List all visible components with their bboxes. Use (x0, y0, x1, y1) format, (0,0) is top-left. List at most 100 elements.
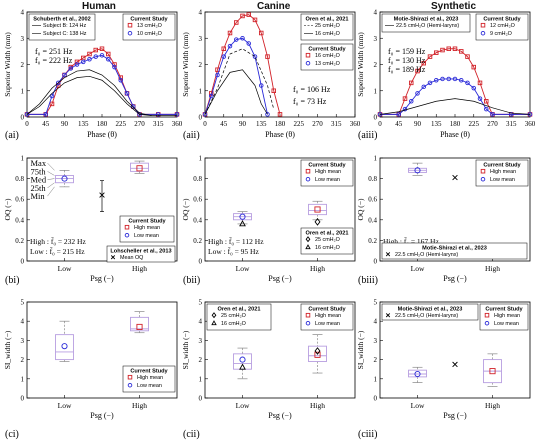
aii-ytick-label: 4 (199, 9, 203, 17)
ai-series-line-3 (26, 75, 177, 117)
ai-annotation: f₀ = 222 Hz (35, 56, 73, 65)
aii-data-point (227, 30, 233, 36)
cii-box-high (308, 345, 327, 362)
biii-legend-title: Current Study (483, 163, 521, 169)
bi-box-anatomy-label: 25th (31, 183, 47, 193)
aii-xtick-label: 0 (203, 120, 207, 128)
bii-legend-title: Current Study (308, 163, 346, 169)
ciii-ytick-label: 2 (374, 356, 378, 364)
ai-xtick-label: 0 (25, 120, 29, 128)
aiii-data-point (427, 54, 433, 59)
ciii-ylabel: SI_width (−) (356, 330, 365, 369)
ciii-xtick-label: Low (411, 401, 425, 410)
ciii-mean-marker (414, 370, 421, 378)
aiii-data-point (465, 80, 470, 86)
ai-data-point (74, 62, 80, 67)
aiii-data-point (440, 76, 445, 82)
ciii-legend-swatch (484, 312, 490, 318)
aii-xtick-label: 315 (331, 120, 342, 128)
bii-xlabel: Psg (−) (268, 274, 292, 283)
ai-legend-swatch (127, 22, 133, 28)
ci-legend-swatch (127, 374, 133, 380)
bi-mean-marker (61, 175, 68, 182)
ci-legend-item-label: Low mean (137, 383, 162, 389)
ci-xlabel: Psg (−) (90, 411, 114, 420)
cii-box-low (233, 353, 252, 370)
ai-data-point (93, 47, 98, 53)
bii-legend-item-label: 25 cmH₂O (315, 237, 340, 243)
bi-xlabel: Psg (−) (90, 274, 114, 283)
aiii-data-point (477, 96, 483, 101)
bi-ylabel: OQ (−) (3, 198, 12, 220)
bii-legend-swatch (305, 168, 311, 174)
aii-xtick-label: 225 (294, 120, 305, 128)
aiii-data-point (477, 80, 483, 86)
bi-ytick-label: 1 (21, 155, 25, 163)
ai-data-point (93, 54, 98, 59)
bi-box-anatomy-leader (47, 163, 55, 171)
ai-data-point (99, 46, 105, 52)
aii-data-point (246, 41, 251, 46)
bii-ytick-label: 0 (199, 258, 203, 266)
aiii-legend-title: Current Study (483, 17, 521, 23)
ci-legend-item-label: High mean (137, 375, 163, 381)
aiii-xlabel: Phase (θ) (440, 130, 470, 139)
cii-legend-title: Current Study (308, 307, 346, 313)
aiii-data-point (471, 85, 477, 91)
biii-legend-box (381, 242, 528, 260)
column-header-canine: Canine (257, 1, 291, 12)
bi-ytick-label: 0.4 (15, 216, 24, 224)
biii-ytick-label: 0.6 (368, 196, 377, 204)
aiii-data-point (409, 98, 414, 104)
aii-ytick-label: 0 (199, 114, 203, 122)
ai-legend-item-label: 13 cmH₂O (137, 23, 162, 29)
bi-box-anatomy-label: 75th (31, 166, 47, 176)
aiii-data-point (446, 46, 452, 52)
ai-data-point (87, 51, 92, 57)
ci-mean-marker (136, 323, 143, 331)
bi-ytick-label: 0.8 (15, 175, 24, 183)
cii-ytick-label: 3 (199, 337, 203, 345)
aii-data-point (202, 112, 208, 117)
ai-data-point (49, 93, 55, 99)
bi-box-anatomy-leader (47, 178, 55, 180)
cii-legend-item-label: High mean (315, 313, 341, 319)
ci-ytick-label: 3 (21, 337, 25, 345)
ci-ytick-label: 4 (21, 318, 25, 326)
biii-xtick-label: High (485, 264, 500, 273)
cii-legend-swatch (211, 312, 217, 319)
ai-xtick-label: 225 (116, 120, 127, 128)
aiii-data-point (471, 64, 477, 70)
ai-ytick-label: 3 (21, 35, 25, 43)
cii-xtick-label: High (310, 401, 325, 410)
aiii-data-point (509, 112, 514, 117)
biii-legend-swatch (480, 176, 486, 182)
ai-panel-label: (ai) (5, 130, 19, 141)
ai-data-point (68, 66, 73, 71)
ci-xtick-label: Low (58, 401, 72, 410)
bii-ytick-label: 0.4 (193, 216, 202, 224)
cii-ytick-label: 2 (199, 356, 203, 364)
ai-data-point (105, 57, 111, 62)
aiii-data-point (446, 76, 452, 82)
ciii-mean-marker (489, 368, 496, 375)
biii-mean-marker (414, 167, 421, 174)
aiii-data-point (459, 77, 464, 83)
ai-ytick-label: 4 (21, 9, 25, 17)
ci-legend-title: Current Study (130, 369, 168, 375)
ci-ytick-label: 0 (21, 395, 25, 403)
ai-ytick-label: 0 (21, 114, 25, 122)
cii-legend-item-label: 16 cmH₂O (221, 321, 246, 327)
biii-legend-item-label: 22.5 cmH₂O (Hemi-larynx) (395, 252, 458, 258)
bi-annotation: Low : f̄₀ = 215 Hz (30, 247, 85, 256)
ai-data-point (112, 64, 117, 70)
cii-mean-marker (314, 351, 321, 358)
aii-data-point (221, 54, 226, 59)
ci-box-low (55, 334, 74, 361)
aii-ylabel: Superior Width (mm) (181, 32, 190, 97)
aiii-data-point (402, 106, 408, 112)
aii-data-point (259, 30, 264, 36)
ai-data-point (43, 112, 49, 117)
ai-xtick-label: 90 (61, 120, 69, 128)
ai-data-point (118, 77, 123, 83)
